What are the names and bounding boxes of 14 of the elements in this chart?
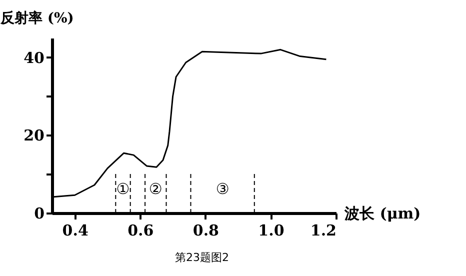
- annotation: ③: [216, 180, 230, 198]
- y-tick-label: 40: [24, 48, 44, 67]
- y-axis-title: 反射率 (%): [0, 10, 74, 26]
- x-tick-label: 0.8: [192, 222, 219, 240]
- x-tick-label: 1.0: [258, 222, 284, 240]
- annotation: ②: [148, 180, 162, 198]
- x-axis-title: 波长 (μm): [344, 204, 421, 222]
- y-tick-label: 0: [34, 204, 44, 222]
- text: 第23题图2: [175, 251, 229, 264]
- x-tick-label: 0.4: [62, 222, 88, 240]
- annotation: ①: [116, 180, 130, 198]
- x-tick-label: 0.6: [128, 222, 154, 240]
- y-tick-label: 20: [24, 126, 44, 145]
- x-tick-label: 1.2: [310, 222, 336, 240]
